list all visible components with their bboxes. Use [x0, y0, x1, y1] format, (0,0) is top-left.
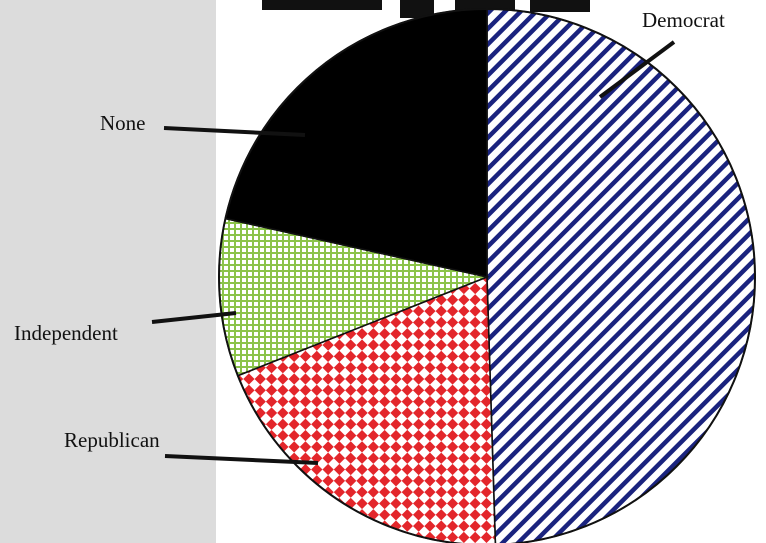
leader-lines [151, 40, 676, 465]
leader-line-none [163, 126, 306, 137]
slice-labels: Democrat Republican Independent None [14, 8, 725, 452]
slice-label-none: None [100, 111, 146, 135]
slice-label-independent: Independent [14, 321, 118, 345]
leader-line-republican [164, 454, 319, 465]
pie-outline [218, 8, 756, 543]
pie-slices [218, 8, 756, 543]
slice-label-republican: Republican [64, 428, 160, 452]
leader-line-democrat [598, 40, 676, 99]
leader-line-independent [151, 311, 237, 324]
slice-label-democrat: Democrat [642, 8, 725, 32]
